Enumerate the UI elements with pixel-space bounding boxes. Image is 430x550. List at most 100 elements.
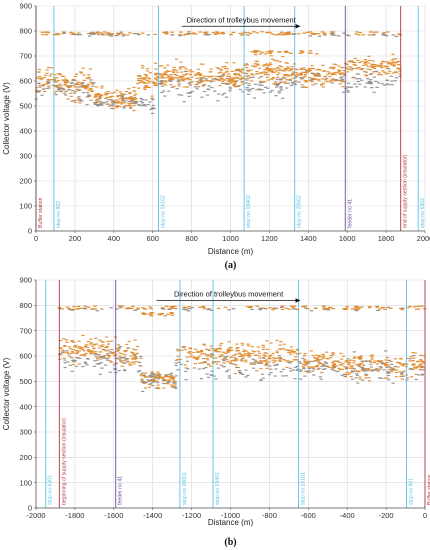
data-point <box>66 361 70 363</box>
data-point <box>156 378 160 380</box>
data-point <box>221 94 225 96</box>
data-point <box>413 366 417 368</box>
data-point <box>348 86 352 89</box>
data-point <box>370 356 374 358</box>
data-point <box>356 59 360 62</box>
data-point <box>61 87 65 89</box>
data-point <box>333 73 337 76</box>
data-point <box>383 364 388 367</box>
data-point <box>171 78 175 81</box>
data-point <box>380 362 385 365</box>
data-point <box>86 96 91 98</box>
data-point <box>261 65 266 67</box>
data-point <box>174 77 179 79</box>
data-point <box>419 359 423 361</box>
data-point <box>58 87 62 89</box>
data-point <box>241 80 245 83</box>
data-point <box>144 381 148 383</box>
data-point <box>132 90 137 92</box>
data-point <box>203 84 207 86</box>
data-point <box>295 308 300 311</box>
data-point <box>344 367 348 369</box>
data-point <box>72 341 76 343</box>
data-point <box>271 77 275 80</box>
data-point <box>420 373 425 375</box>
data-point <box>206 348 210 351</box>
data-point <box>387 365 391 367</box>
data-point <box>105 32 109 34</box>
data-point <box>221 32 226 34</box>
data-point <box>61 88 65 90</box>
data-point <box>237 352 242 354</box>
data-point <box>365 82 369 84</box>
data-point <box>357 34 361 36</box>
data-point <box>279 306 284 308</box>
data-point <box>226 75 230 77</box>
data-point <box>240 77 244 79</box>
data-point <box>332 363 336 365</box>
data-point <box>370 73 374 75</box>
data-point <box>62 92 67 95</box>
data-point <box>89 79 93 81</box>
data-point <box>364 360 368 362</box>
data-point <box>98 373 102 375</box>
data-point <box>58 83 62 85</box>
data-point <box>168 78 172 81</box>
data-point <box>133 358 137 360</box>
data-point <box>196 350 200 352</box>
data-point <box>142 78 146 80</box>
data-point <box>401 371 405 374</box>
data-point <box>70 82 75 84</box>
data-point <box>172 77 176 79</box>
data-point <box>272 71 276 74</box>
data-point <box>126 347 131 349</box>
data-point <box>338 83 342 85</box>
data-point <box>136 82 140 85</box>
data-point <box>252 363 257 365</box>
data-point <box>296 368 300 370</box>
data-point <box>369 366 373 368</box>
data-point <box>269 368 273 370</box>
data-point <box>184 78 188 80</box>
data-point <box>421 369 425 371</box>
data-point <box>142 381 146 384</box>
data-point <box>239 71 243 73</box>
data-point <box>65 341 69 343</box>
data-point <box>128 98 132 100</box>
data-point <box>95 86 99 88</box>
data-point <box>101 356 105 358</box>
data-point <box>42 83 46 86</box>
data-point <box>386 372 390 374</box>
data-point <box>122 362 126 364</box>
data-point <box>273 375 277 377</box>
data-point <box>411 352 415 354</box>
x-axis-label: Distance (m) <box>208 518 254 527</box>
data-point <box>80 307 84 309</box>
data-point <box>204 31 209 33</box>
data-point <box>197 73 201 75</box>
data-point <box>155 83 159 85</box>
data-point <box>222 366 226 368</box>
data-point <box>279 86 283 88</box>
data-point <box>366 68 370 70</box>
data-point <box>92 351 96 353</box>
data-point <box>38 84 42 86</box>
data-point <box>198 31 203 33</box>
data-point <box>83 355 87 357</box>
data-point <box>296 349 300 351</box>
data-point <box>140 99 144 101</box>
data-point <box>37 68 42 71</box>
data-point <box>237 85 241 87</box>
data-point <box>238 70 242 72</box>
data-point <box>44 34 49 36</box>
data-point <box>106 353 110 355</box>
x-axis-label: Distance (m) <box>208 247 254 256</box>
data-point <box>277 51 281 53</box>
data-point <box>160 80 164 83</box>
data-point <box>132 98 137 100</box>
data-point <box>69 31 73 33</box>
data-point <box>240 69 244 71</box>
data-point <box>76 81 81 83</box>
data-point <box>94 354 98 356</box>
data-point <box>281 375 285 377</box>
